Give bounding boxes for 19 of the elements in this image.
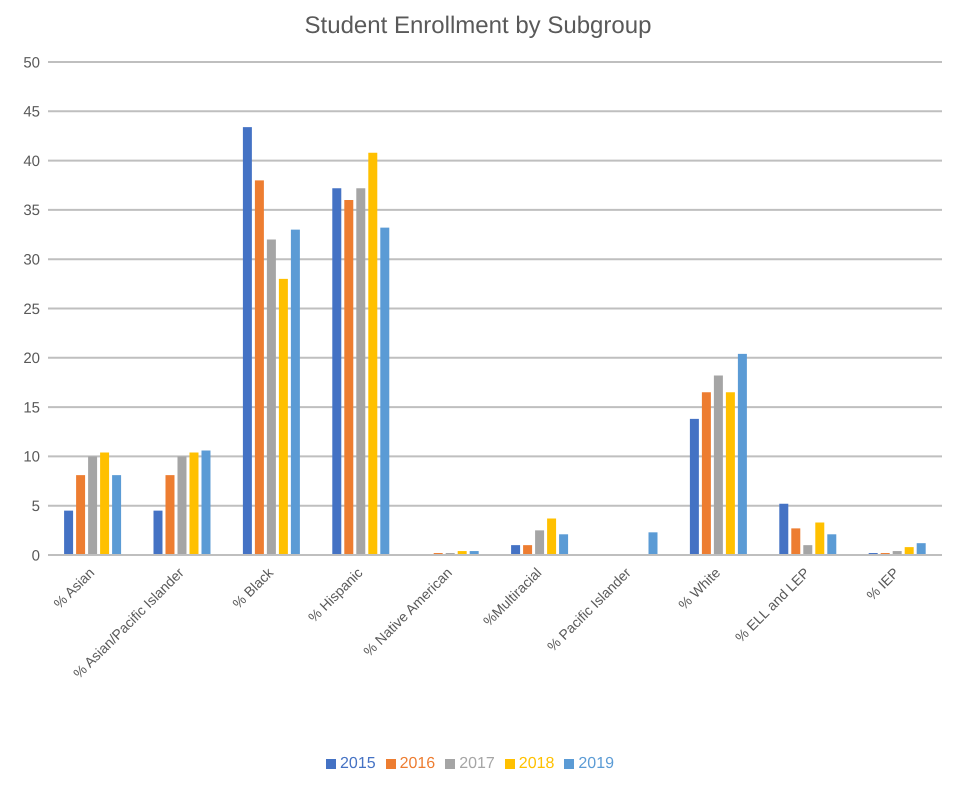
legend-label: 2017: [459, 755, 495, 772]
legend-label: 2015: [340, 755, 376, 772]
y-tick-label: 10: [23, 448, 40, 466]
x-tick-label: % IEP: [863, 564, 902, 604]
legend-label: 2019: [578, 755, 614, 772]
y-tick-label: 20: [23, 350, 40, 368]
y-tick-label: 5: [32, 498, 40, 516]
legend-label: 2016: [400, 755, 436, 772]
y-tick-label: 40: [23, 152, 40, 170]
legend-label: 2018: [518, 755, 554, 772]
y-tick-label: 35: [23, 202, 40, 220]
chart-title: Student Enrollment by Subgroup: [304, 11, 652, 41]
y-tick-label: 45: [23, 104, 40, 121]
y-tick-label: 30: [23, 252, 40, 269]
y-tick-label: 15: [23, 399, 40, 416]
y-tick-label: 0: [32, 547, 40, 564]
y-tick-label: 25: [23, 300, 40, 318]
y-tick-label: 50: [23, 54, 40, 72]
x-tick-label: % ELL and LEP: [732, 564, 813, 646]
